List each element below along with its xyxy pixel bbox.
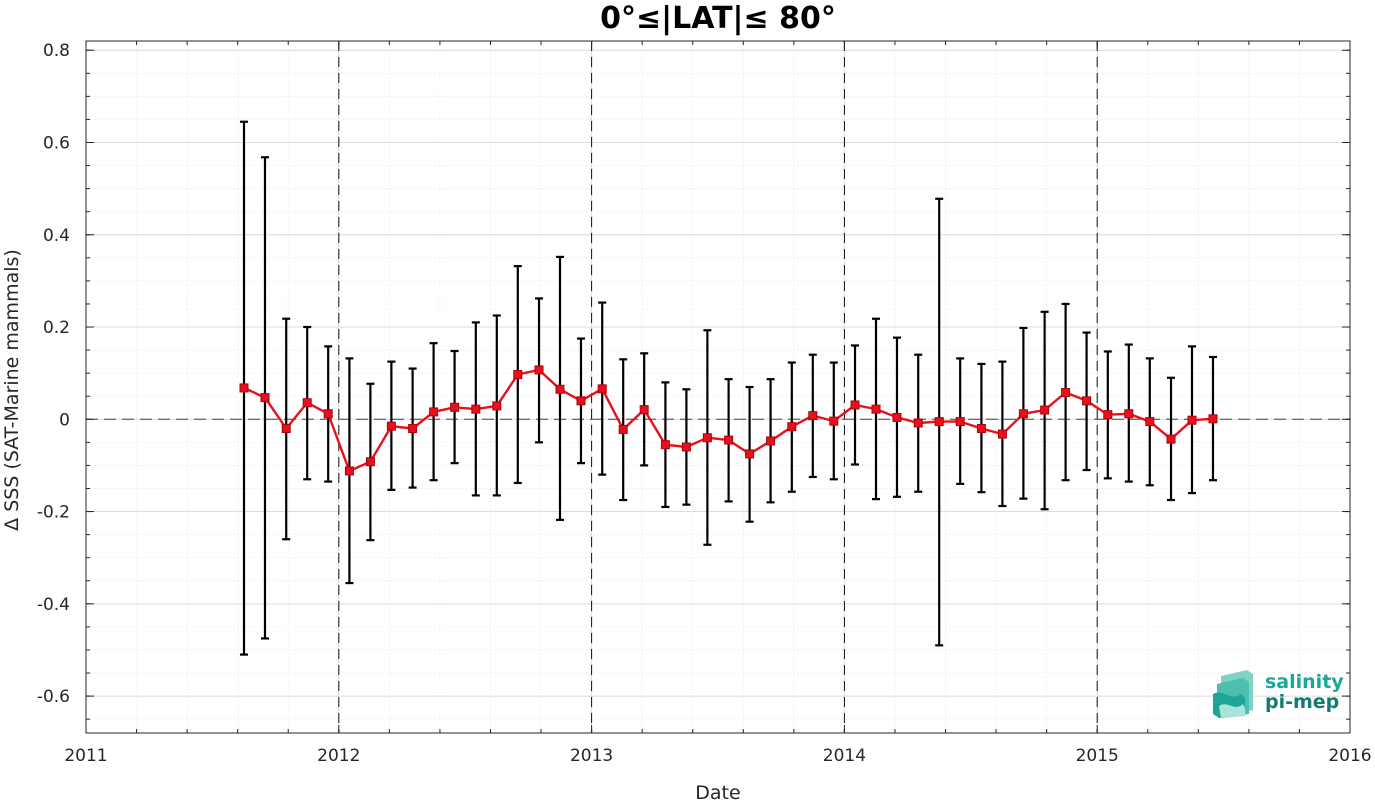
minor-grid — [85, 41, 1351, 733]
data-point-marker — [492, 401, 502, 411]
data-point-marker — [576, 396, 586, 406]
y-tick-label: -0.2 — [37, 503, 70, 523]
data-point-marker — [681, 442, 691, 452]
data-point-marker — [787, 422, 797, 432]
data-point-marker — [1145, 417, 1155, 427]
y-tick-label: -0.6 — [37, 687, 70, 707]
y-tick-label: 0.8 — [43, 41, 70, 61]
data-point-marker — [1061, 388, 1071, 398]
data-point-marker — [976, 424, 986, 434]
data-point-marker — [871, 404, 881, 414]
data-point-marker — [1166, 434, 1176, 444]
data-point-marker — [471, 404, 481, 414]
tick-labels: 2011 2012 2013 2014 2015 2016 -0.6 -0.4 -0.2 0 0.2… — [37, 41, 1372, 766]
chart-title: 0°≤|LAT|≤ 80° — [600, 1, 836, 36]
y-tick-label: 0 — [59, 410, 70, 430]
data-point-marker — [281, 424, 291, 434]
x-axis-label: Date — [695, 782, 740, 801]
data-point-marker — [702, 433, 712, 443]
data-point-marker — [955, 417, 965, 427]
y-tick-label: 0.4 — [43, 226, 70, 246]
data-point-marker — [1124, 409, 1134, 419]
data-point-marker — [555, 384, 565, 394]
data-point-marker — [997, 429, 1007, 439]
data-point-marker — [239, 383, 249, 393]
logo-wave-icon — [1213, 670, 1253, 718]
data-point-marker — [344, 466, 354, 476]
data-point-marker — [766, 436, 776, 446]
x-tick-label: 2013 — [570, 746, 613, 766]
major-grid — [85, 41, 1351, 733]
x-tick-label: 2012 — [317, 746, 360, 766]
x-tick-label: 2015 — [1076, 746, 1119, 766]
data-point-marker — [1040, 405, 1050, 415]
salinity-pi-mep-logo: salinity pi-mep — [1213, 670, 1344, 718]
data-point-marker — [1103, 410, 1113, 420]
y-tick-label: 0.6 — [43, 133, 70, 153]
data-point-marker — [450, 402, 460, 412]
data-point-marker — [913, 418, 923, 428]
y-tick-label: -0.4 — [37, 595, 70, 615]
data-point-marker — [660, 440, 670, 450]
data-point-marker — [1018, 409, 1028, 419]
y-axis-label: Δ SSS (SAT-Marine mammals) — [1, 249, 23, 531]
year-marker-lines — [338, 41, 1098, 733]
data-point-marker — [302, 398, 312, 408]
data-point-marker — [1187, 415, 1197, 425]
data-point-marker — [1208, 414, 1218, 424]
x-tick-label: 2014 — [823, 746, 866, 766]
series-line-group — [239, 365, 1218, 476]
data-point-marker — [892, 412, 902, 422]
data-point-marker — [850, 400, 860, 410]
data-point-marker — [323, 409, 333, 419]
y-tick-label: 0.2 — [43, 318, 70, 338]
data-point-marker — [429, 407, 439, 417]
data-point-marker — [745, 449, 755, 459]
data-point-marker — [260, 393, 270, 403]
data-point-marker — [513, 370, 523, 380]
logo-text-line1: salinity — [1265, 671, 1344, 693]
data-point-marker — [618, 424, 628, 434]
x-tick-label: 2011 — [64, 746, 107, 766]
error-bars — [240, 120, 1217, 656]
data-point-marker — [639, 405, 649, 415]
data-point-marker — [408, 424, 418, 434]
axis-ticks — [85, 41, 1351, 733]
data-point-marker — [1082, 396, 1092, 406]
data-point-marker — [934, 417, 944, 427]
x-tick-label: 2016 — [1328, 746, 1371, 766]
data-point-marker — [808, 411, 818, 421]
data-point-marker — [365, 457, 375, 467]
logo-text-line2: pi-mep — [1265, 691, 1339, 713]
data-point-marker — [724, 435, 734, 445]
plot-frame — [85, 40, 1351, 734]
data-point-marker — [829, 416, 839, 426]
data-point-marker — [534, 365, 544, 375]
data-point-marker — [386, 421, 396, 431]
data-point-marker — [597, 384, 607, 394]
